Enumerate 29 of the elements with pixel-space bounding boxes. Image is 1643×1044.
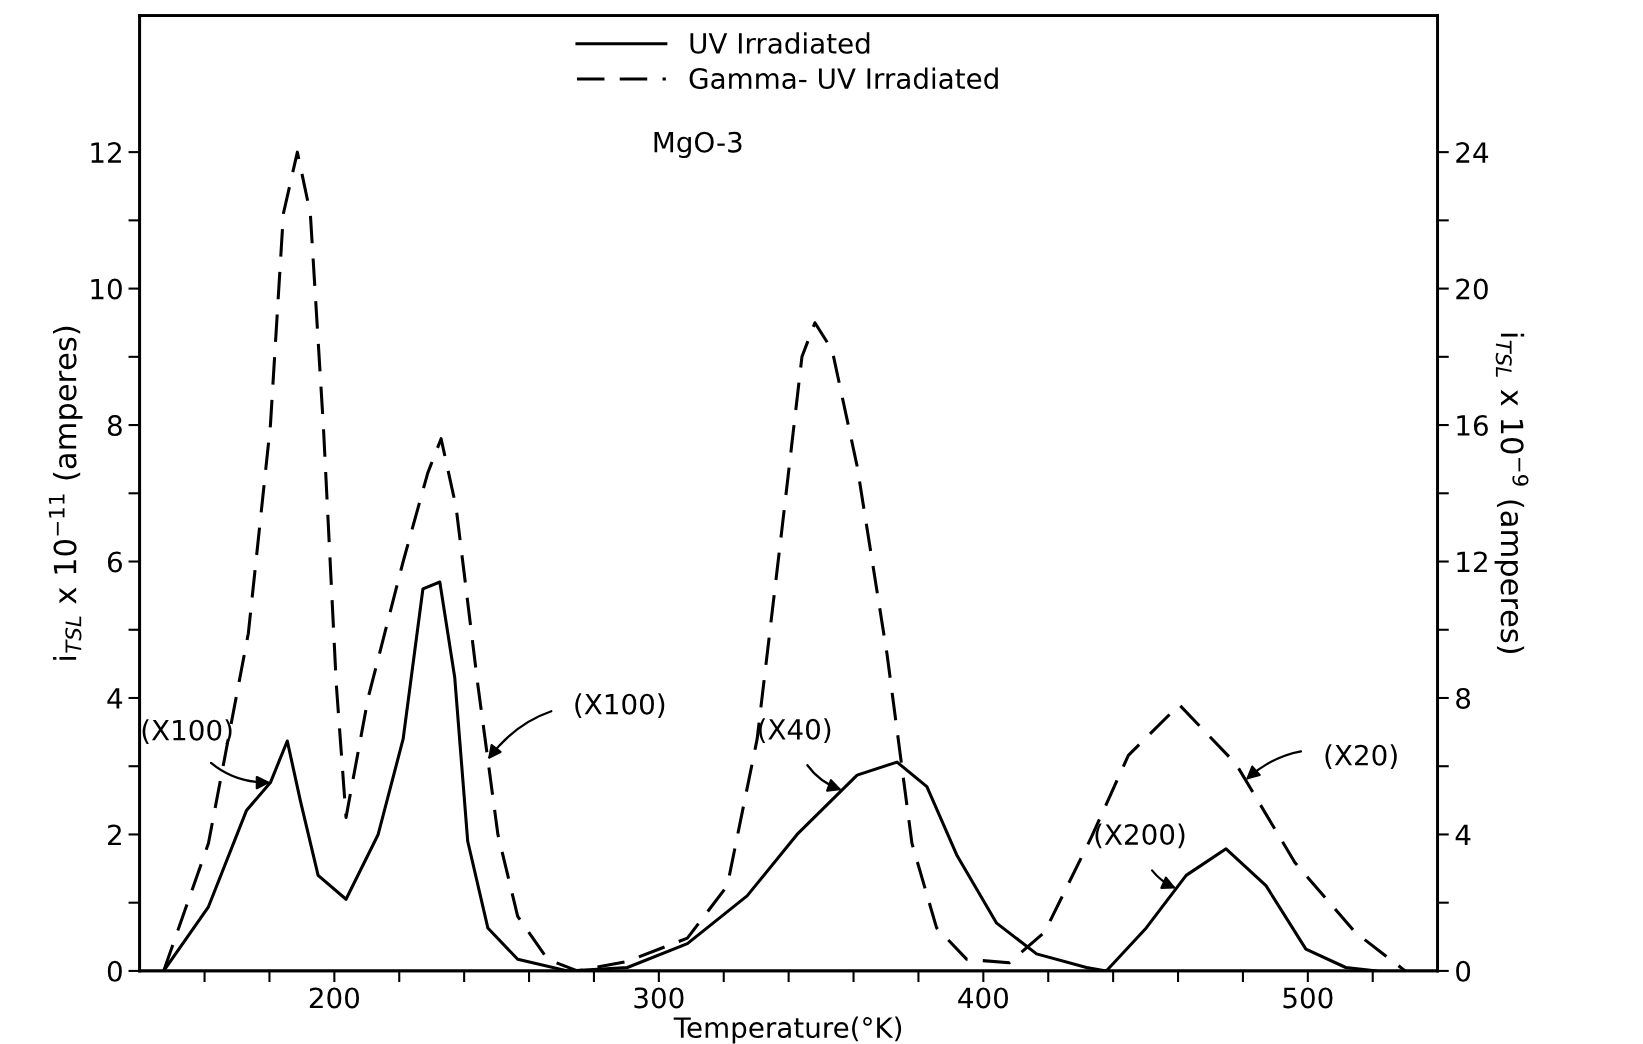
y2-tick-label: 16 [1457,414,1488,437]
y-tick-label: 4 [107,688,123,709]
x-axis-title: Temperature(°K) [673,1016,902,1044]
legend-label: Gamma- UV Irradiated [689,67,998,90]
annotation: (X20) [1325,744,1397,769]
y2-tick-label: 20 [1456,278,1488,300]
x-tick-label: 400 [958,987,1008,1009]
y2-axis-title: i$_{TSL}$ x 10$^{−9}$ (amperes) [1494,333,1529,653]
y-tick-label: 12 [91,142,121,163]
legend-label: UV Irradiated [690,32,870,54]
annotation: MgO-3 [654,131,742,159]
y-tick-label: 6 [107,551,122,573]
y2-tick-label: 8 [1456,687,1471,709]
x-tick-label: 200 [309,987,360,1009]
annotation: (X200) [1095,823,1185,849]
x-tick-label: 500 [1283,987,1333,1009]
y2-tick-label: 4 [1455,824,1471,846]
x-tick-label: 300 [634,987,684,1009]
annotation: (X40) [759,718,831,744]
y-tick-label: 8 [107,414,122,437]
y-tick-label: 0 [107,960,122,982]
annotation: (X100) [575,693,665,718]
y2-tick-label: 12 [1457,551,1487,573]
y-tick-label: 10 [91,278,122,300]
annotation: (X100) [142,719,232,744]
y-tick-label: 2 [108,824,121,846]
y2-tick-label: 0 [1456,960,1471,982]
y-axis-title: i$_{TSL}$ x 10$^{−11}$ (amperes) [48,326,83,660]
y2-tick-label: 24 [1456,142,1489,163]
